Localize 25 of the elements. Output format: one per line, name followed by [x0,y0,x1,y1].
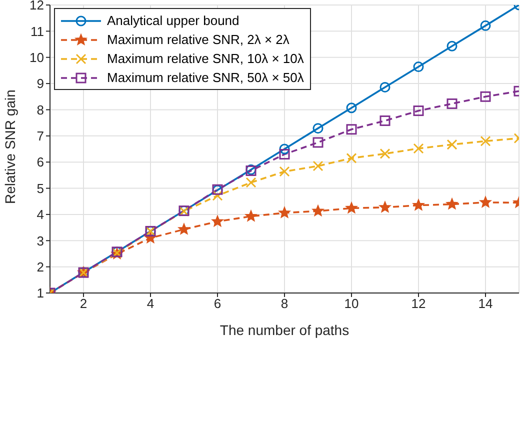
y-tick-label: 7 [36,128,44,144]
y-tick-label: 5 [36,180,44,196]
y-axis-title: Relative SNR gain [2,90,18,204]
x-axis-title: The number of paths [220,322,350,338]
y-tick-label: 6 [36,154,44,170]
legend-label: Maximum relative SNR, 2λ × 2λ [107,32,290,47]
y-tick-label: 4 [36,207,44,222]
legend-label: Analytical upper bound [107,13,240,28]
y-tick-label: 10 [30,50,44,65]
y-tick-label: 1 [36,286,44,301]
y-tick-label: 12 [30,0,44,13]
y-tick-label: 9 [36,76,44,92]
y-tick-label: 11 [30,24,44,39]
x-tick-label: 6 [214,296,222,312]
x-tick-label: 4 [146,296,154,312]
x-tick-label: 14 [478,296,493,312]
y-tick-label: 2 [36,259,44,274]
legend-label: Maximum relative SNR, 50λ × 50λ [107,70,304,85]
x-tick-label: 10 [344,296,359,312]
x-tick-label: 12 [411,296,426,312]
x-tick-label: 2 [80,296,88,312]
y-tick-label: 8 [36,102,44,118]
y-tick-label: 3 [36,233,44,248]
x-tick-label: 8 [280,296,288,312]
legend-label: Maximum relative SNR, 10λ × 10λ [107,51,304,66]
